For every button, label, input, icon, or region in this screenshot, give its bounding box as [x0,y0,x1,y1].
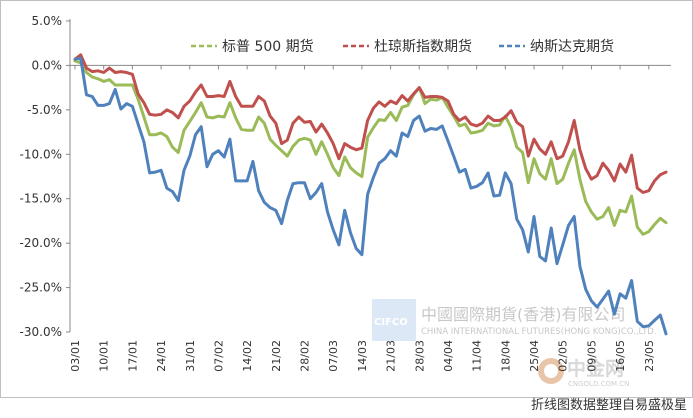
y-axis: 5.0% 0.0% -5.0% -10.0% -15.0% -20.0% -25.0% -30… [20,14,71,339]
legend: 标普 500 期货 杜琼斯指数期货 纳斯达克期货 [191,38,614,55]
x-tick-label: 16/05 [614,340,627,372]
x-tick-label: 11/04 [471,340,484,372]
x-tick-label: 07/03 [327,340,340,372]
x-tick-label: 14/03 [356,340,369,372]
company-watermark: CIFCO 中國國際期貨(香港)有限公司 CHINA INTERNATIONAL… [372,299,657,341]
x-tick-label: 04/04 [442,340,455,372]
x-tick-label: 14/02 [241,340,254,372]
y-tick-label: -15.0% [20,192,62,206]
y-tick-label: -10.0% [20,147,62,161]
watermark-cn-text: 中國國際期貨(香港)有限公司 [421,305,626,324]
cngold-logo: 中金网 CNGOLD.COM.CN [538,357,629,388]
y-tick-label: -20.0% [20,236,62,250]
x-tick-label: 25/04 [528,340,541,372]
x-tick-label: 10/01 [98,340,111,372]
x-tick-label: 02/05 [557,340,570,372]
x-tick-label: 09/05 [585,340,598,372]
series-line-1 [73,59,668,236]
x-tick-label: 28/03 [413,340,426,372]
cifco-badge [372,299,416,341]
x-tick-label: 21/02 [270,340,283,372]
x-axis: 03/01 10/01 17/01 24/01 31/01 07/02 14/02 21/02… [69,64,671,372]
legend-label-1: 标普 500 期货 [222,38,314,55]
chart-frame: CIFCO 中國國際期貨(香港)有限公司 CHINA INTERNATIONAL… [0,0,693,398]
x-tick-label: 03/01 [69,340,82,372]
series-lines [73,53,668,336]
y-tick-label: -30.0% [20,325,62,339]
logo-cn-text: 中金网 [567,357,624,380]
x-tick-label: 24/01 [155,340,168,372]
logo-en-text: CNGOLD.COM.CN [568,380,629,388]
watermark-en-text: CHINA INTERNATIONAL FUTURES(HONG KONG)CO… [421,327,657,337]
y-tick-label: 0.0% [32,58,63,72]
legend-label-3: 纳斯达克期货 [530,38,614,55]
series-line-3 [73,56,668,336]
y-tick-label: 5.0% [32,14,63,28]
x-tick-label: 28/02 [299,340,312,372]
cifco-badge-text: CIFCO [374,317,408,328]
x-tick-label: 18/04 [499,340,512,372]
series-line-2 [73,53,668,194]
logo-emblem-inner-icon [544,364,558,378]
x-tick-label: 07/02 [212,340,225,372]
x-tick-label: 31/01 [184,340,197,372]
x-tick-label: 17/01 [126,340,139,372]
line-chart: CIFCO 中國國際期貨(香港)有限公司 CHINA INTERNATIONAL… [20,14,671,388]
x-tick-label: 21/03 [385,340,398,372]
y-tick-label: -25.0% [20,281,62,295]
source-caption: 折线图数据整理自易盛极星 [530,398,687,413]
x-tick-label: 23/05 [643,340,656,372]
y-tick-label: -5.0% [27,103,62,117]
legend-label-2: 杜琼斯指数期货 [374,38,472,55]
